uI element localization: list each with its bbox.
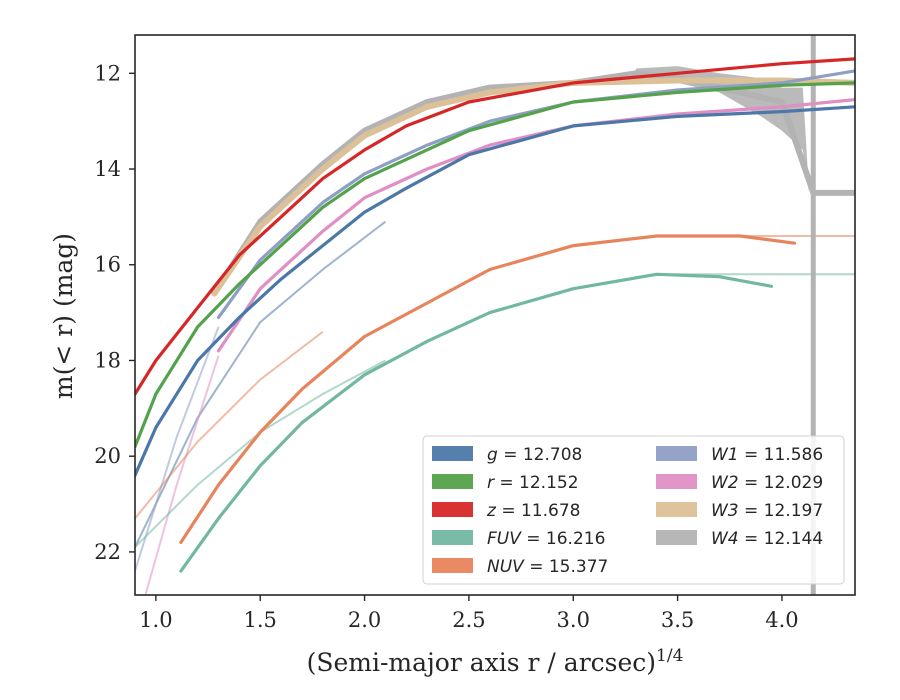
series-line-r <box>135 81 855 449</box>
y-tick-label: 14 <box>94 157 121 181</box>
y-tick-label: 20 <box>94 444 121 468</box>
legend-swatch <box>656 446 697 461</box>
legend-label: NUV = 15.377 <box>487 557 608 577</box>
plot-area <box>135 35 855 595</box>
legend-swatch <box>656 474 697 489</box>
y-tick-label: 12 <box>94 61 121 85</box>
extrapolation-line-0 <box>135 220 387 548</box>
legend-swatch <box>432 530 473 545</box>
legend-swatch <box>432 474 473 489</box>
legend-swatch <box>432 446 473 461</box>
legend-label: FUV = 16.216 <box>487 529 605 549</box>
legend: g = 12.708 r = 12.152 z = 11.678 FUV = 16.2… <box>422 435 845 585</box>
y-axis-title: m(< r) (mag) <box>49 233 78 399</box>
x-tick-label: 2.5 <box>452 608 485 632</box>
legend-box <box>422 435 845 585</box>
legend-label: W4 = 12.144 <box>711 529 823 549</box>
series-line-g <box>135 105 855 477</box>
extrapolation-line-1 <box>135 326 220 572</box>
series-line-nuv <box>179 234 797 544</box>
extrapolation-line-2 <box>144 355 220 595</box>
legend-label: g = 12.708 <box>487 445 582 465</box>
extrapolation-line-4 <box>135 331 324 520</box>
x-axis-title: (Semi-major axis r / arcsec)1/4 <box>307 646 684 677</box>
x-axis-title-exponent: 1/4 <box>656 646 683 666</box>
y-tick-label: 16 <box>94 253 121 277</box>
x-tick-label: 3.5 <box>661 608 694 632</box>
legend-label: W2 = 12.029 <box>711 473 823 493</box>
x-tick-label: 1.0 <box>139 608 172 632</box>
y-tick-label: 22 <box>94 540 121 564</box>
x-tick-label: 1.5 <box>244 608 277 632</box>
legend-label: z = 11.678 <box>486 501 580 521</box>
legend-swatch <box>432 558 473 573</box>
legend-label: W1 = 11.586 <box>711 445 823 465</box>
legend-swatch <box>432 502 473 517</box>
series-line-fuv <box>179 272 774 573</box>
x-axis-title-main: (Semi-major axis r / arcsec) <box>307 648 656 677</box>
series-line-w1 <box>216 69 855 319</box>
series-line-z <box>135 57 855 396</box>
axis-ticks: 1.0 1.5 2.0 2.5 3.0 3.5 4.0 12 14 16 18 20 22 <box>94 61 798 632</box>
legend-label: W3 = 12.197 <box>711 501 823 521</box>
x-tick-label: 3.0 <box>557 608 590 632</box>
x-tick-label: 2.0 <box>348 608 381 632</box>
legend-swatch <box>656 530 697 545</box>
plot-frame <box>134 34 856 596</box>
x-tick-label: 4.0 <box>765 608 798 632</box>
series-line-w3 <box>211 77 855 297</box>
series-line-w2 <box>216 98 855 353</box>
legend-label: r = 12.152 <box>487 473 579 493</box>
y-tick-label: 18 <box>94 348 121 372</box>
legend-swatch <box>656 502 697 517</box>
